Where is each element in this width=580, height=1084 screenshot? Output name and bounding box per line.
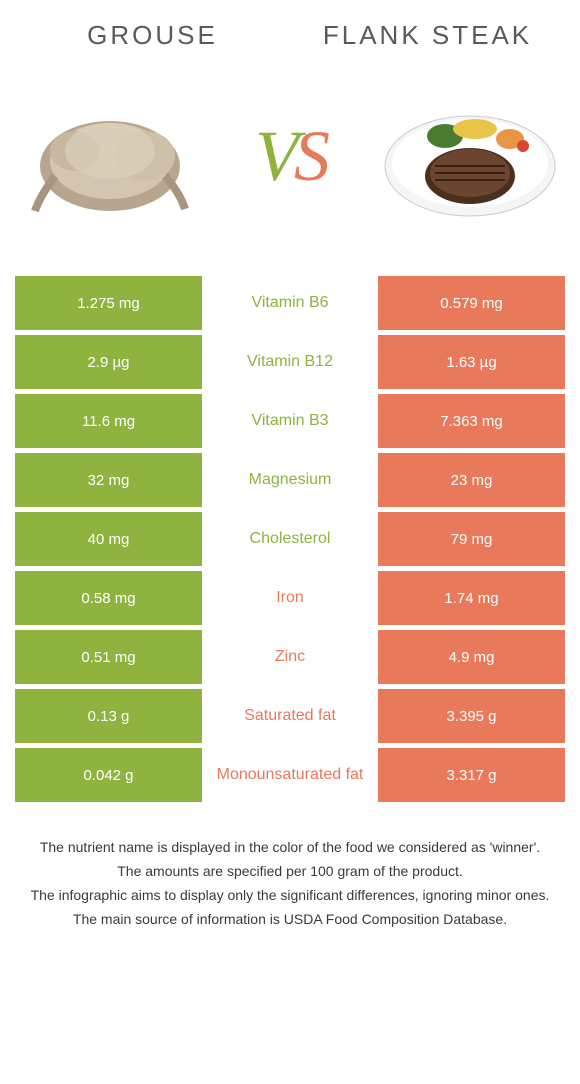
table-row: 0.58 mgIron1.74 mg [15, 571, 565, 625]
nutrient-label: Vitamin B6 [202, 276, 378, 330]
nutrient-table: 1.275 mgVitamin B60.579 mg2.9 µgVitamin … [15, 276, 565, 802]
right-value: 79 mg [378, 512, 565, 566]
table-row: 0.51 mgZinc4.9 mg [15, 630, 565, 684]
nutrient-label: Zinc [202, 630, 378, 684]
nutrient-label: Iron [202, 571, 378, 625]
right-value: 1.63 µg [378, 335, 565, 389]
nutrient-label: Saturated fat [202, 689, 378, 743]
table-row: 0.042 gMonounsaturated fat3.317 g [15, 748, 565, 802]
steak-image [375, 81, 565, 231]
nutrient-label: Cholesterol [202, 512, 378, 566]
right-value: 3.317 g [378, 748, 565, 802]
vs-label: VS [255, 115, 325, 198]
left-value: 1.275 mg [15, 276, 202, 330]
right-food-title: Flank steak [290, 20, 565, 51]
left-food-title: Grouse [15, 20, 290, 51]
table-row: 1.275 mgVitamin B60.579 mg [15, 276, 565, 330]
header: Grouse Flank steak [15, 20, 565, 51]
left-value: 40 mg [15, 512, 202, 566]
left-value: 0.58 mg [15, 571, 202, 625]
table-row: 11.6 mgVitamin B37.363 mg [15, 394, 565, 448]
nutrient-label: Monounsaturated fat [202, 748, 378, 802]
left-value: 2.9 µg [15, 335, 202, 389]
right-value: 4.9 mg [378, 630, 565, 684]
grouse-image [15, 81, 205, 231]
nutrient-label: Vitamin B12 [202, 335, 378, 389]
left-value: 32 mg [15, 453, 202, 507]
right-value: 3.395 g [378, 689, 565, 743]
footer-notes: The nutrient name is displayed in the co… [15, 837, 565, 930]
left-value: 11.6 mg [15, 394, 202, 448]
table-row: 40 mgCholesterol79 mg [15, 512, 565, 566]
images-row: VS [15, 66, 565, 246]
right-value: 23 mg [378, 453, 565, 507]
note-line: The amounts are specified per 100 gram o… [25, 861, 555, 882]
left-value: 0.13 g [15, 689, 202, 743]
table-row: 0.13 gSaturated fat3.395 g [15, 689, 565, 743]
right-value: 1.74 mg [378, 571, 565, 625]
note-line: The nutrient name is displayed in the co… [25, 837, 555, 858]
nutrient-label: Vitamin B3 [202, 394, 378, 448]
right-value: 0.579 mg [378, 276, 565, 330]
table-row: 32 mgMagnesium23 mg [15, 453, 565, 507]
note-line: The infographic aims to display only the… [25, 885, 555, 906]
left-value: 0.51 mg [15, 630, 202, 684]
table-row: 2.9 µgVitamin B121.63 µg [15, 335, 565, 389]
left-value: 0.042 g [15, 748, 202, 802]
note-line: The main source of information is USDA F… [25, 909, 555, 930]
right-value: 7.363 mg [378, 394, 565, 448]
nutrient-label: Magnesium [202, 453, 378, 507]
